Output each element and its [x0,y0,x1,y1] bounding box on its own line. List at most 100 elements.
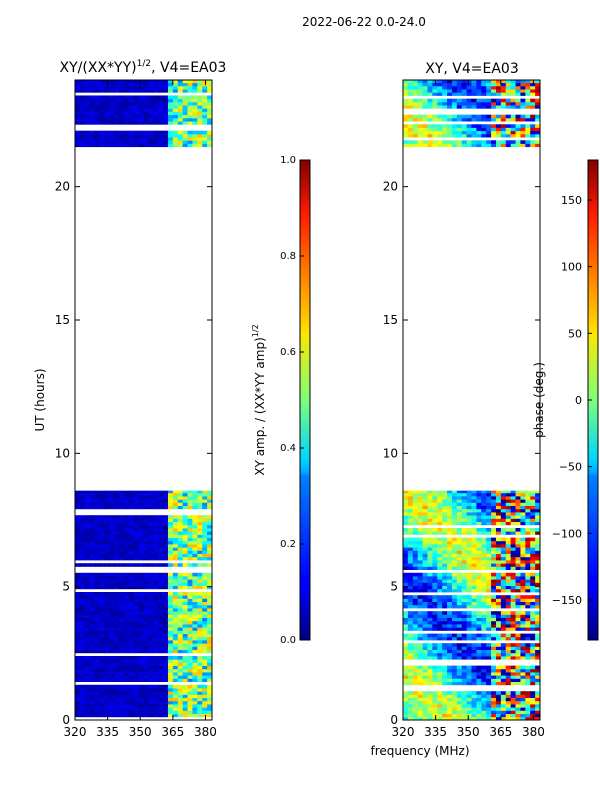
heatmap-cell [207,713,212,718]
heatmap-cell [192,502,198,506]
heatmap-cell [451,124,458,128]
heatmap-cell [143,85,149,90]
heatmap-cell [451,617,458,622]
heatmap-cell [99,143,105,148]
heatmap-cell [138,646,145,650]
heatmap-cell [104,678,110,682]
heatmap-cell [202,684,208,689]
heatmap-cell [451,492,458,497]
heatmap-cell [461,502,468,506]
heatmap-cell [520,490,526,494]
heatmap-cell [187,518,194,522]
heatmap-cell [500,505,507,510]
heatmap-cell [491,652,497,657]
heatmap-cell [158,105,164,109]
heatmap-cell [403,140,409,144]
heatmap-cell [510,627,517,631]
heatmap-cell [207,710,212,714]
heatmap-cell [192,649,198,654]
heatmap-cell [172,95,179,100]
heatmap-cell [182,694,189,698]
heatmap-cell [197,694,203,698]
heatmap-cell [153,620,159,625]
heatmap-cell [172,608,179,612]
heatmap-cell [75,105,81,109]
heatmap-cell [104,665,110,670]
heatmap-cell [500,691,507,695]
heatmap-cell [471,576,477,580]
heatmap-cell [172,601,179,606]
heatmap-cell [123,659,130,663]
heatmap-cell [207,620,212,625]
heatmap-cell [520,528,526,532]
heatmap-cell [133,496,140,500]
heatmap-cell [148,579,154,583]
heatmap-cell [158,684,164,689]
heatmap-cell [495,130,502,135]
heatmap-cell [495,697,502,702]
heatmap-cell [94,572,101,577]
heatmap-cell [172,82,179,87]
heatmap-cell [520,716,526,720]
heatmap-cell [520,521,526,526]
heatmap-cell [407,624,414,628]
heatmap-cell [447,92,453,96]
heatmap-cell [447,585,453,590]
heatmap-cell [192,646,198,650]
heatmap-cell [442,700,448,705]
heatmap-cell [133,694,140,698]
heatmap-cell [138,518,145,522]
heatmap-cell [495,614,502,618]
heatmap-cell [535,92,540,96]
heatmap-cell [202,707,208,711]
heatmap-cell [417,656,424,660]
heatmap-cell [417,521,424,526]
heatmap-cell [486,133,492,138]
heatmap-cell [94,672,101,676]
heatmap-cell [177,691,184,695]
y-tick-label: 20 [55,180,70,194]
heatmap-cell [520,614,526,618]
heatmap-cell [109,89,115,93]
heatmap-cell [138,697,145,702]
heatmap-cell [99,114,105,119]
heatmap-cell [500,508,507,513]
heatmap-cell [99,601,105,606]
heatmap-cell [412,130,419,135]
heatmap-cell [515,656,522,660]
heatmap-cell [123,662,130,666]
heatmap-cell [437,707,443,711]
heatmap-cell [187,143,194,148]
heatmap-cell [481,675,487,679]
heatmap-cell [163,659,169,663]
heatmap-cell [535,624,540,628]
heatmap-cell [427,643,433,647]
heatmap-cell [192,643,198,647]
heatmap-cell [192,710,198,714]
heatmap-cell [500,713,507,718]
heatmap-cell [138,665,145,670]
heatmap-cell [192,140,198,144]
heatmap-cell [451,672,458,676]
heatmap-cell [432,700,438,705]
heatmap-cell [451,540,458,545]
heatmap-cell [177,492,184,497]
heatmap-cell [128,675,135,679]
heatmap-cell [143,579,149,583]
heatmap-cell [412,646,419,650]
heatmap-cell [148,713,154,718]
heatmap-cell [466,117,473,122]
heatmap-cell [123,649,130,654]
heatmap-cell [104,604,110,609]
heatmap-cell [138,499,145,503]
heatmap-cell [505,130,512,135]
heatmap-cell [94,617,101,622]
heatmap-cell [109,140,115,144]
heatmap-cell [461,140,468,144]
heatmap-cell [432,496,438,500]
heatmap-cell [167,82,174,87]
heatmap-cell [432,614,438,618]
heatmap-cell [114,620,120,625]
heatmap-cell [148,130,154,135]
heatmap-cell [187,640,194,644]
